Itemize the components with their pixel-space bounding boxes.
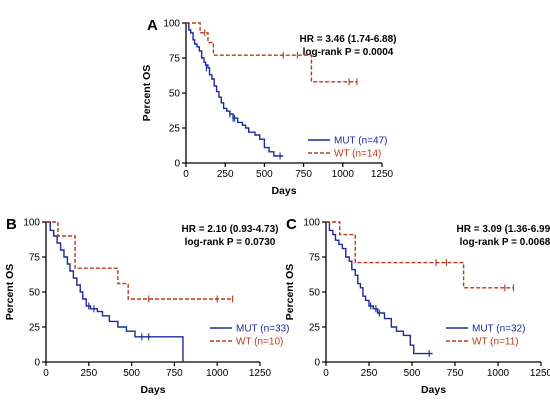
legend-label: MUT (n=32): [472, 324, 525, 335]
y-tick-label: 0: [34, 358, 40, 369]
y-tick-label: 25: [29, 323, 41, 334]
y-axis-label: Percent OS: [284, 264, 296, 321]
y-tick-label: 100: [23, 218, 40, 229]
y-axis-label: Percent OS: [141, 65, 153, 122]
annotation-line: log-rank P = 0.0068: [460, 237, 550, 248]
x-axis-label: Days: [421, 384, 446, 396]
survival-curve-mut: [326, 221, 433, 355]
panel-letter: C: [286, 216, 297, 233]
legend-label: MUT (n=33): [236, 324, 289, 335]
x-tick-label: 0: [43, 368, 49, 379]
panel-letter: B: [6, 216, 17, 233]
survival-curve-mut: [186, 22, 284, 157]
x-tick-label: 250: [80, 368, 97, 379]
panel-letter: A: [147, 17, 158, 34]
x-tick-label: 750: [447, 368, 464, 379]
x-tick-label: 0: [323, 368, 329, 379]
y-tick-label: 75: [29, 253, 41, 264]
survival-curve-wt: [186, 22, 357, 83]
legend-label: WT (n=14): [334, 149, 381, 160]
y-tick-label: 50: [29, 288, 41, 299]
x-tick-label: 1250: [249, 368, 272, 379]
y-tick-label: 50: [309, 288, 321, 299]
y-tick-label: 75: [309, 253, 321, 264]
y-tick-label: 50: [169, 89, 181, 100]
legend-label: MUT (n=47): [334, 136, 387, 147]
legend-label: WT (n=10): [236, 337, 283, 348]
annotation-line: log-rank P = 0.0730: [185, 237, 276, 248]
x-tick-label: 1250: [371, 169, 394, 180]
x-tick-label: 1000: [487, 368, 510, 379]
x-axis-label: Days: [140, 384, 165, 396]
x-tick-label: 1000: [332, 169, 355, 180]
x-tick-label: 500: [256, 169, 273, 180]
x-tick-label: 500: [404, 368, 421, 379]
x-tick-label: 1250: [530, 368, 550, 379]
survival-curve-wt: [46, 221, 233, 300]
x-tick-label: 250: [361, 368, 378, 379]
survival-curve-wt: [326, 221, 514, 289]
x-tick-label: 500: [123, 368, 140, 379]
x-tick-label: 0: [183, 169, 189, 180]
y-tick-label: 75: [169, 54, 181, 65]
y-tick-label: 0: [314, 358, 320, 369]
y-tick-label: 25: [309, 323, 321, 334]
x-tick-label: 250: [217, 169, 234, 180]
x-tick-label: 750: [166, 368, 183, 379]
annotation-line: HR = 3.46 (1.74-6.88): [300, 34, 397, 45]
y-tick-label: 25: [169, 124, 181, 135]
y-tick-label: 100: [163, 19, 180, 30]
x-axis-label: Days: [271, 185, 296, 197]
annotation-line: log-rank P = 0.0004: [303, 47, 394, 58]
y-tick-label: 0: [174, 159, 180, 170]
y-tick-label: 100: [303, 218, 320, 229]
legend-label: WT (n=11): [472, 337, 519, 348]
annotation-line: HR = 3.09 (1.36-6.99): [457, 224, 550, 235]
y-axis-label: Percent OS: [4, 264, 16, 321]
survival-curve-mut: [46, 221, 184, 362]
x-tick-label: 1000: [206, 368, 229, 379]
annotation-line: HR = 2.10 (0.93-4.73): [182, 224, 279, 235]
x-tick-label: 750: [295, 169, 312, 180]
